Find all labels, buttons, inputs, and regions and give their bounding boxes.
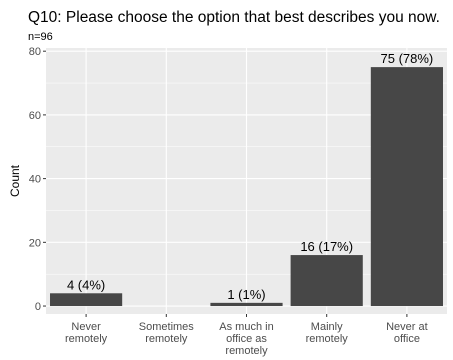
x-axis: Never remotely Sometimes remotely As much in… xyxy=(65,314,428,357)
data-label: 4 (4%) xyxy=(67,277,105,292)
bar xyxy=(50,293,123,307)
y-axis: 0 20 40 60 80 xyxy=(29,46,46,313)
y-tick-label: 20 xyxy=(29,237,41,249)
bars xyxy=(50,67,443,307)
y-axis-title: Count xyxy=(8,164,22,197)
data-labels: 4 (4%) 1 (1%) 16 (17%) 75 (78%) xyxy=(67,51,433,302)
y-tick-label: 80 xyxy=(29,46,41,58)
chart-subtitle: n=96 xyxy=(28,31,53,43)
bar xyxy=(370,67,443,307)
x-tick-label: Never at office xyxy=(386,321,428,345)
y-tick-label: 0 xyxy=(35,301,41,313)
data-label: 16 (17%) xyxy=(300,239,353,254)
chart-title: Q10: Please choose the option that best … xyxy=(28,9,440,26)
bar xyxy=(210,302,283,307)
data-label: 1 (1%) xyxy=(227,287,265,302)
data-label: 75 (78%) xyxy=(381,51,434,66)
bar xyxy=(290,255,363,307)
y-tick-label: 40 xyxy=(29,174,41,186)
x-tick-label: Sometimes remotely xyxy=(139,321,195,345)
x-tick-label: Mainly remotely xyxy=(306,321,349,345)
x-tick-label: As much in office as remotely xyxy=(219,321,273,357)
y-tick-label: 60 xyxy=(29,110,41,122)
x-tick-label: Never remotely xyxy=(65,321,108,345)
